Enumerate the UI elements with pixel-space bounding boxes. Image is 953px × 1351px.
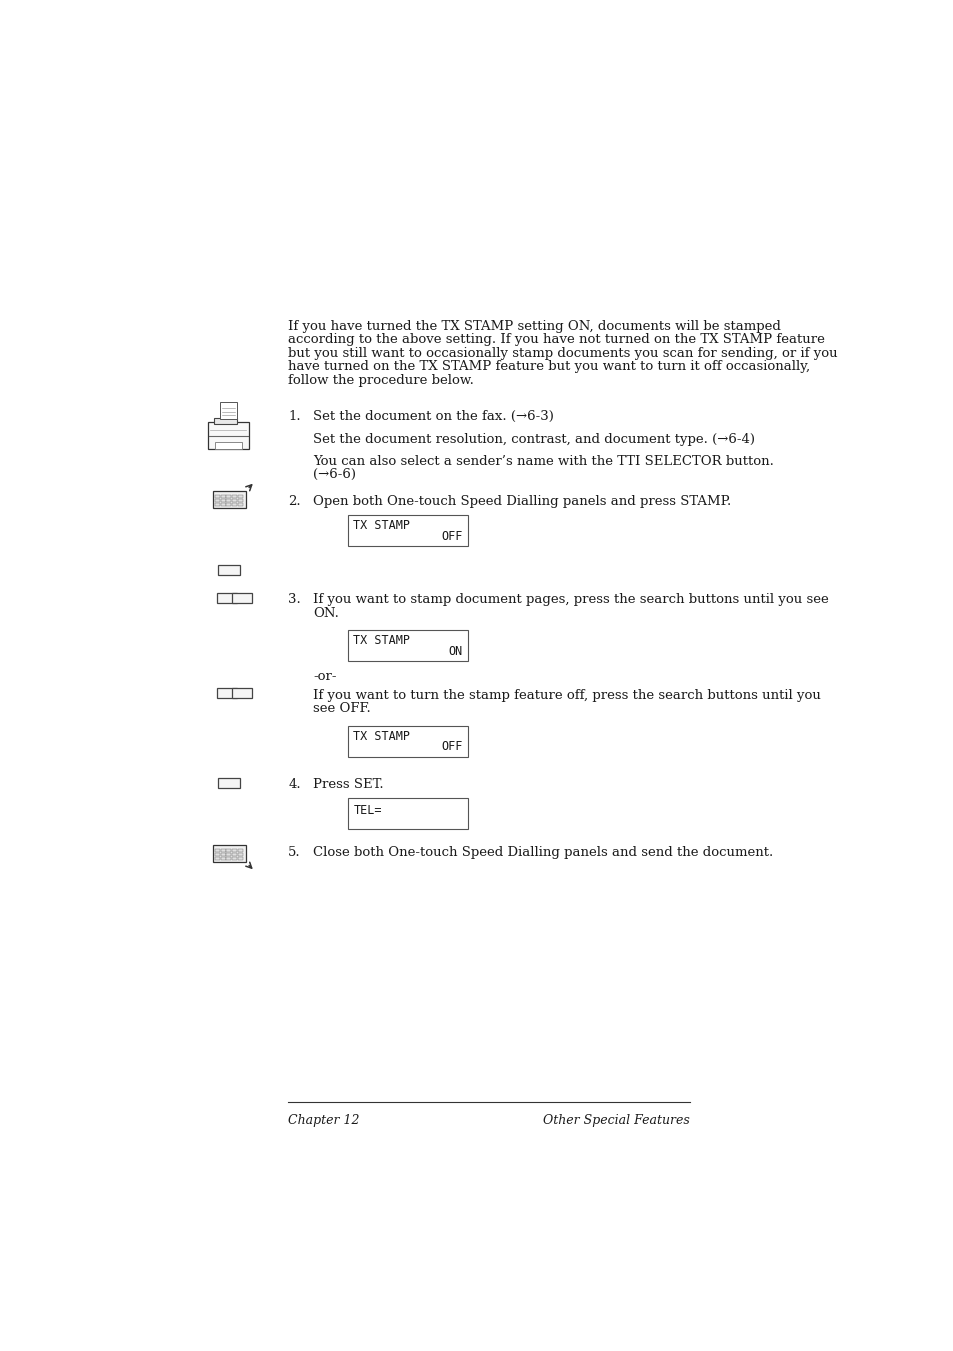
Text: OFF: OFF (440, 740, 462, 754)
Text: Set the document on the fax. (→6-3): Set the document on the fax. (→6-3) (313, 411, 554, 423)
Bar (226, 494, 231, 499)
Bar (213, 846, 245, 862)
Text: -or-: -or- (313, 670, 336, 684)
Bar (218, 778, 240, 788)
Text: Press SET.: Press SET. (313, 778, 383, 792)
Text: If you want to stamp document pages, press the search buttons until you see: If you want to stamp document pages, pre… (313, 593, 828, 607)
Bar (348, 725, 468, 757)
Bar (220, 850, 225, 852)
Bar (226, 503, 231, 507)
Text: If you have turned the TX STAMP setting ON, documents will be stamped: If you have turned the TX STAMP setting … (288, 320, 781, 332)
Bar (216, 689, 236, 698)
Text: according to the above setting. If you have not turned on the TX STAMP feature: according to the above setting. If you h… (288, 334, 824, 346)
Text: (→6-6): (→6-6) (313, 469, 355, 481)
Bar (232, 850, 236, 852)
Bar (237, 850, 242, 852)
Bar (214, 499, 219, 503)
Text: If you want to turn the stamp feature off, press the search buttons until you: If you want to turn the stamp feature of… (313, 689, 820, 701)
Bar (226, 852, 231, 857)
Text: Chapter 12: Chapter 12 (288, 1113, 359, 1127)
Text: TX STAMP: TX STAMP (353, 730, 410, 743)
Bar (215, 442, 242, 449)
Bar (232, 689, 252, 698)
Bar (220, 499, 225, 503)
Text: Close both One-touch Speed Dialling panels and send the document.: Close both One-touch Speed Dialling pane… (313, 846, 773, 859)
Bar (213, 417, 236, 424)
Bar (214, 494, 219, 499)
Bar (237, 494, 242, 499)
Bar (237, 499, 242, 503)
Bar (220, 503, 225, 507)
Text: OFF: OFF (440, 530, 462, 543)
Bar (220, 852, 225, 857)
Bar (216, 593, 236, 603)
Text: ON: ON (448, 644, 462, 658)
Bar (232, 593, 252, 603)
Bar (348, 515, 468, 546)
Bar (214, 850, 219, 852)
Bar (232, 852, 236, 857)
Bar (237, 857, 242, 861)
Text: TX STAMP: TX STAMP (353, 634, 410, 647)
Text: Other Special Features: Other Special Features (542, 1113, 689, 1127)
Bar (226, 857, 231, 861)
Bar (226, 850, 231, 852)
Text: 4.: 4. (288, 778, 300, 792)
Bar (220, 403, 236, 419)
Bar (218, 565, 240, 576)
Bar (220, 494, 225, 499)
Bar (232, 494, 236, 499)
Text: have turned on the TX STAMP feature but you want to turn it off occasionally,: have turned on the TX STAMP feature but … (288, 361, 809, 373)
Text: follow the procedure below.: follow the procedure below. (288, 374, 474, 386)
Bar (232, 857, 236, 861)
Text: 5.: 5. (288, 846, 300, 859)
Text: but you still want to occasionally stamp documents you scan for sending, or if y: but you still want to occasionally stamp… (288, 347, 837, 359)
Bar (226, 499, 231, 503)
Bar (214, 857, 219, 861)
Text: TEL=: TEL= (353, 804, 381, 817)
Text: ON.: ON. (313, 607, 338, 620)
Bar (348, 798, 468, 830)
Text: see OFF.: see OFF. (313, 703, 371, 715)
Bar (237, 852, 242, 857)
Bar (208, 423, 249, 449)
Text: You can also select a sender’s name with the TTI SELECTOR button.: You can also select a sender’s name with… (313, 455, 773, 467)
Bar (232, 499, 236, 503)
Bar (213, 490, 245, 508)
Text: 2.: 2. (288, 494, 300, 508)
Bar (214, 503, 219, 507)
Text: Open both One-touch Speed Dialling panels and press STAMP.: Open both One-touch Speed Dialling panel… (313, 494, 731, 508)
Text: TX STAMP: TX STAMP (353, 519, 410, 532)
Bar (232, 503, 236, 507)
Bar (237, 503, 242, 507)
Text: 3.: 3. (288, 593, 300, 607)
Bar (220, 857, 225, 861)
Bar (214, 852, 219, 857)
Text: 1.: 1. (288, 411, 300, 423)
Text: Set the document resolution, contrast, and document type. (→6-4): Set the document resolution, contrast, a… (313, 434, 754, 446)
Bar (348, 631, 468, 661)
